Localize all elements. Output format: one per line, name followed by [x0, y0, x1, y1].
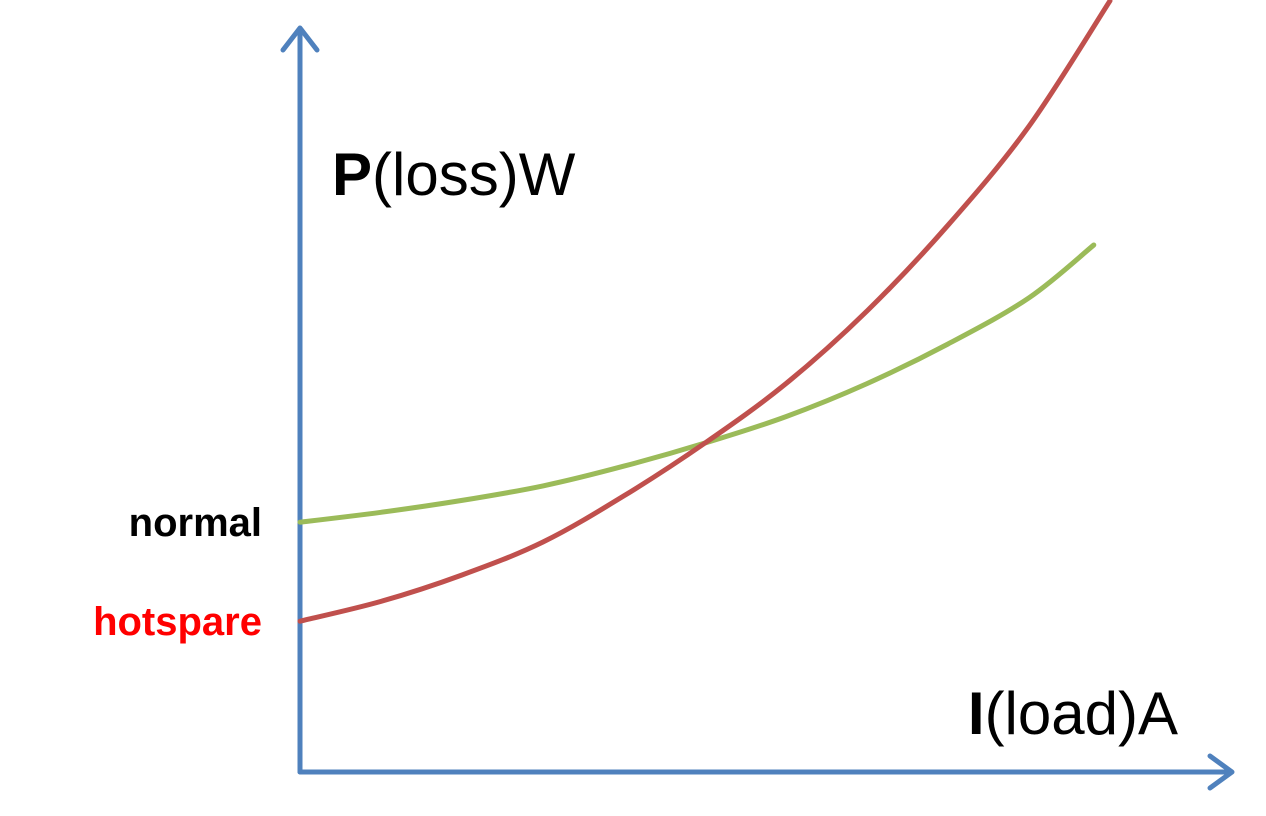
series-label-hotspare: hotspare	[93, 600, 262, 644]
x-axis-arrow-icon	[1207, 753, 1235, 791]
x-axis-symbol: I	[968, 680, 985, 747]
series-line-hotspare	[297, 0, 1113, 624]
y-axis-arrow-icon	[280, 25, 320, 53]
y-axis-label: P(loss)W	[332, 141, 576, 208]
y-axis-symbol: P	[332, 141, 372, 208]
x-axis-unit: (load)A	[985, 680, 1178, 747]
series-line-normal	[297, 242, 1097, 525]
x-axis-label: I(load)A	[968, 680, 1178, 747]
y-axis-unit: (loss)W	[372, 141, 576, 208]
series-label-normal: normal	[129, 501, 262, 545]
series-labels: normal hotspare	[93, 501, 262, 644]
axes	[280, 25, 1235, 791]
series-layer	[297, 0, 1113, 624]
